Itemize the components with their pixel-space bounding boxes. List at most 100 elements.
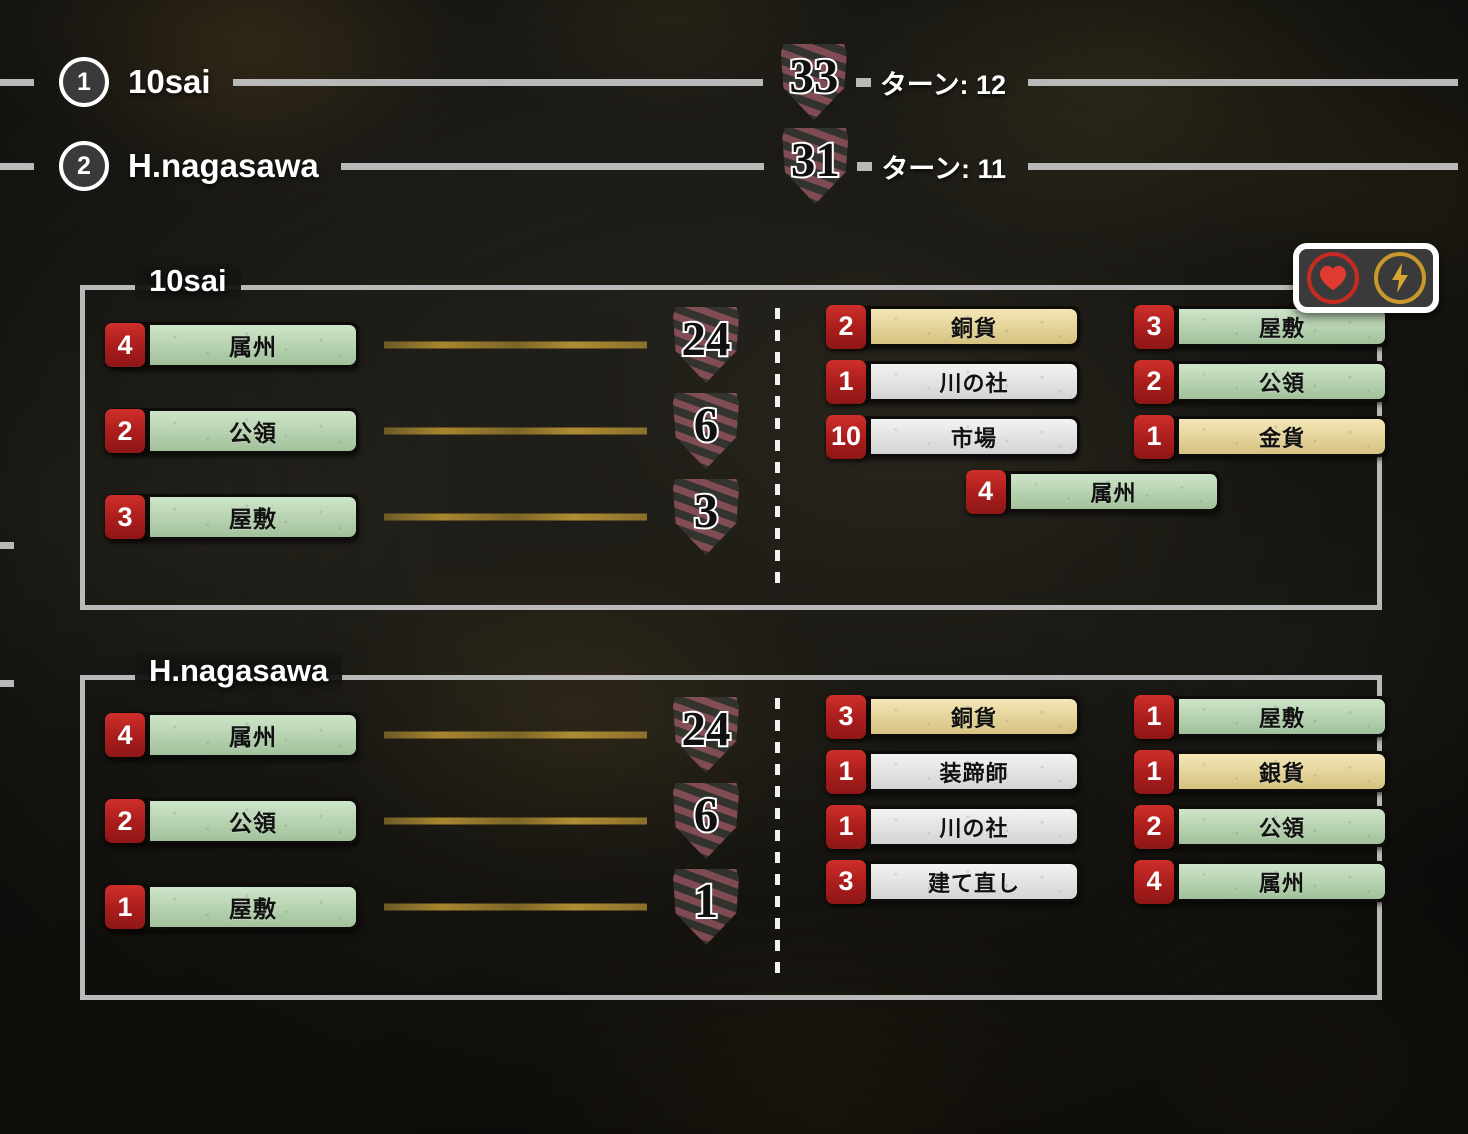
card-count-badge: 3 — [1134, 304, 1174, 349]
divider-rule-end — [1028, 162, 1458, 170]
panel-divider — [775, 698, 780, 977]
card-count-badge: 2 — [1134, 359, 1174, 404]
heart-icon[interactable] — [1306, 252, 1359, 304]
card-name-bar: 建て直し — [871, 864, 1077, 899]
lightning-bolt-icon[interactable] — [1373, 252, 1426, 304]
card-count-badge: 1 — [105, 885, 145, 929]
card-name-bar: 銀貨 — [1179, 754, 1385, 789]
connector-line — [384, 427, 647, 435]
score-value: 31 — [789, 131, 842, 187]
card-chip[interactable]: 2 公領 — [1134, 359, 1388, 404]
card-count-badge: 2 — [105, 799, 145, 843]
card-chip[interactable]: 4 属州 — [1134, 859, 1388, 904]
turn-count-label: ターン: 12 — [879, 69, 1006, 100]
card-name-bar: 市場 — [871, 419, 1077, 454]
card-name: 銀貨 — [1258, 760, 1305, 786]
card-name-bar: 川の社 — [871, 809, 1077, 844]
card-count-badge: 4 — [965, 469, 1006, 514]
edge-tick-mark — [0, 680, 14, 687]
points-crest: 1 — [673, 869, 739, 945]
player-panel-2: H.nagasawa 4 属州 24 2 公領 6 1 屋敷 1 3 銅貨 1 屋敷 1 装蹄師 1 銀貨 1 川… — [80, 653, 1388, 1000]
mode-toggle-group[interactable] — [1293, 243, 1439, 313]
card-chip[interactable]: 1 川の社 — [826, 804, 1080, 849]
points-crest: 6 — [673, 393, 739, 469]
card-name: 属州 — [1258, 870, 1305, 896]
card-name: 金貨 — [1258, 425, 1305, 451]
card-chip[interactable]: 2 公領 — [1134, 804, 1388, 849]
edge-dash-left — [0, 162, 34, 170]
card-chip[interactable]: 3 建て直し — [826, 859, 1080, 904]
card-count-badge: 4 — [1134, 859, 1174, 904]
points-value: 1 — [692, 872, 720, 928]
connector-line — [384, 817, 647, 825]
card-chip[interactable]: 2 銅貨 — [826, 304, 1080, 349]
card-chip[interactable]: 4 属州 — [105, 322, 359, 368]
card-name-bar: 屋敷 — [150, 887, 356, 927]
card-chip[interactable]: 1 屋敷 — [105, 884, 359, 930]
deck-card-list: 3 銅貨 1 屋敷 1 装蹄師 1 銀貨 1 川の社 2 公領 3 建て直し 4 属州 — [826, 694, 1388, 916]
card-count-badge: 1 — [1134, 749, 1174, 794]
player-name: 10sai — [128, 63, 211, 100]
card-name: 銅貨 — [950, 705, 997, 731]
points-value: 3 — [692, 482, 720, 538]
card-count-badge: 2 — [826, 304, 866, 349]
card-chip[interactable]: 4 属州 — [965, 469, 1220, 514]
card-chip[interactable]: 10 市場 — [826, 414, 1080, 459]
card-name: 公領 — [229, 810, 277, 836]
victory-point-list: 4 属州 24 2 公領 6 1 屋敷 1 — [105, 697, 739, 945]
card-name: 川の社 — [939, 370, 1009, 396]
divider-rule-end — [1028, 78, 1458, 86]
card-chip[interactable]: 3 屋敷 — [105, 494, 359, 540]
points-value: 6 — [692, 396, 720, 452]
card-name-bar: 公領 — [150, 801, 356, 841]
card-count-badge: 2 — [1134, 804, 1174, 849]
card-name: 屋敷 — [229, 896, 277, 922]
victory-point-row: 2 公領 6 — [105, 783, 739, 859]
card-count-badge: 3 — [826, 694, 866, 739]
deck-card-list: 2 銅貨 3 屋敷 1 川の社 2 公領 10 市場 1 金貨 4 属州 — [826, 304, 1388, 514]
card-chip[interactable]: 1 金貨 — [1134, 414, 1388, 459]
card-chip[interactable]: 1 川の社 — [826, 359, 1080, 404]
victory-point-row: 1 屋敷 1 — [105, 869, 739, 945]
rank-badge: 2 — [59, 141, 109, 191]
card-count-badge: 1 — [1134, 694, 1174, 739]
points-value: 24 — [680, 310, 733, 366]
player-name: H.nagasawa — [128, 147, 319, 184]
player-panel-1: 10sai 4 属州 24 2 公領 6 3 屋敷 3 2 銅貨 3 屋敷 1 川の社 2 公領 10 市場 1 金貨… — [80, 263, 1388, 610]
edge-dash-left — [0, 78, 34, 86]
divider-rule — [232, 78, 763, 86]
card-name-bar: 川の社 — [871, 364, 1077, 399]
card-name-bar: 屋敷 — [1179, 309, 1385, 344]
points-crest: 24 — [673, 307, 739, 383]
edge-tick-mark — [0, 542, 14, 549]
card-chip[interactable]: 2 公領 — [105, 408, 359, 454]
card-chip[interactable]: 1 装蹄師 — [826, 749, 1080, 794]
mini-dash — [857, 161, 873, 171]
divider-rule — [340, 162, 765, 170]
card-chip[interactable]: 1 銀貨 — [1134, 749, 1388, 794]
card-chip[interactable]: 3 銅貨 — [826, 694, 1080, 739]
card-count-badge: 1 — [826, 749, 866, 794]
points-crest: 3 — [673, 479, 739, 555]
card-chip[interactable]: 4 属州 — [105, 712, 359, 758]
panel-title: 10sai — [135, 263, 241, 299]
card-name: 市場 — [950, 425, 997, 451]
card-name: 屋敷 — [229, 506, 277, 532]
card-name: 装蹄師 — [939, 760, 1009, 786]
card-name: 銅貨 — [950, 315, 997, 341]
card-chip[interactable]: 1 屋敷 — [1134, 694, 1388, 739]
points-crest: 6 — [673, 783, 739, 859]
card-count-badge: 2 — [105, 409, 145, 453]
card-name: 川の社 — [939, 815, 1009, 841]
card-count-badge: 1 — [1134, 414, 1174, 459]
score-value: 33 — [787, 47, 840, 103]
card-name: 公領 — [229, 420, 277, 446]
standings-row-2: 2 H.nagasawa 31 ターン: 11 — [0, 128, 1468, 204]
card-count-badge: 10 — [826, 414, 867, 459]
card-name: 公領 — [1258, 815, 1305, 841]
card-chip[interactable]: 2 公領 — [105, 798, 359, 844]
card-name: 公領 — [1258, 370, 1305, 396]
score-crest: 31 — [782, 128, 849, 204]
card-name: 屋敷 — [1258, 705, 1305, 731]
